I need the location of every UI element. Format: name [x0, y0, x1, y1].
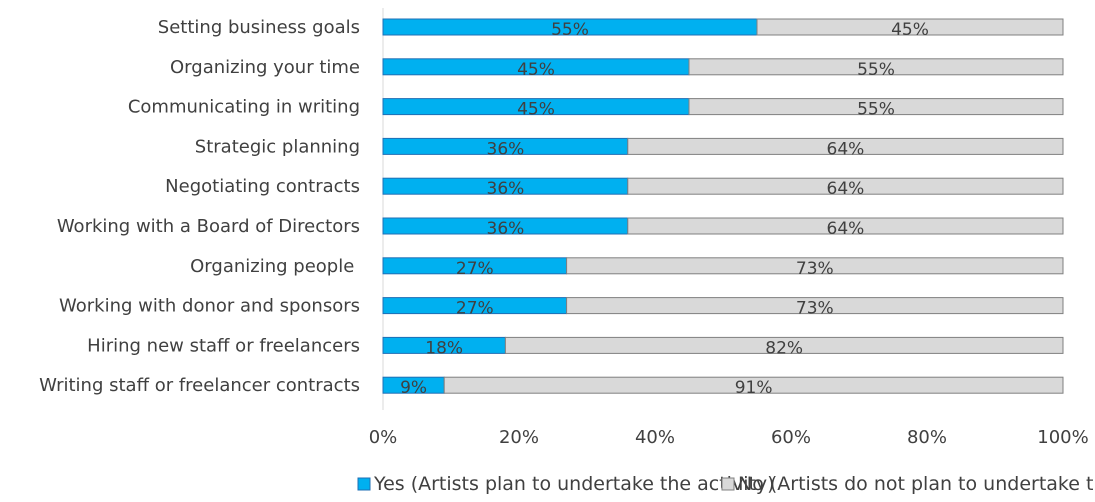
data-label-yes: 45%: [517, 100, 555, 120]
data-label-no: 64%: [827, 219, 865, 239]
x-tick-label: 80%: [907, 427, 947, 448]
category-label: Communicating in writing: [128, 97, 360, 118]
data-label-yes: 36%: [487, 219, 525, 239]
x-tick-label: 40%: [635, 427, 675, 448]
bar-segment-no: [566, 257, 1064, 275]
legend-swatch-no: [721, 477, 735, 491]
category-label: Hiring new staff or freelancers: [87, 335, 360, 356]
category-label: Working with a Board of Directors: [57, 216, 360, 237]
data-label-no: 64%: [827, 139, 865, 159]
category-label: Setting business goals: [158, 17, 360, 38]
data-label-no: 45%: [891, 20, 929, 40]
data-label-yes: 27%: [456, 259, 494, 279]
category-label: Writing staff or freelancer contracts: [39, 375, 360, 396]
data-label-no: 73%: [796, 259, 834, 279]
data-label-no: 64%: [827, 179, 865, 199]
x-tick-label: 100%: [1037, 427, 1088, 448]
data-label-yes: 36%: [487, 179, 525, 199]
data-label-no: 91%: [735, 378, 773, 398]
bar-segment-no: [688, 58, 1064, 76]
data-label-no: 55%: [857, 60, 895, 80]
category-label: Organizing people: [190, 256, 360, 277]
bar-segment-no: [627, 177, 1064, 195]
bars-group: 55% 45% 45% 55% 45% 55% 36% 64% 36% 64% 36% 64% 27% 7…: [382, 18, 1064, 398]
x-tick-label: 60%: [771, 427, 811, 448]
category-label: Working with donor and sponsors: [59, 296, 360, 317]
data-label-yes: 36%: [487, 139, 525, 159]
x-axis-ticks: 0% 20% 40% 60% 80% 100%: [369, 427, 1089, 448]
x-tick-label: 20%: [499, 427, 539, 448]
x-tick-label: 0%: [369, 427, 398, 448]
data-label-yes: 18%: [425, 338, 463, 358]
bar-segment-no: [756, 18, 1064, 36]
data-label-yes: 55%: [551, 20, 589, 40]
category-label: Negotiating contracts: [165, 176, 360, 197]
legend-label-yes: Yes (Artists plan to undertake the activ…: [373, 473, 775, 495]
bar-segment-no: [627, 137, 1064, 155]
bar-segment-no: [504, 336, 1064, 354]
legend-swatch-yes: [357, 477, 371, 491]
bar-segment-no: [688, 98, 1064, 116]
legend-label-no: No (Artists do not plan to undertake the…: [738, 473, 1095, 495]
data-label-no: 82%: [765, 338, 803, 358]
data-label-yes: 27%: [456, 299, 494, 319]
category-label: Strategic planning: [195, 136, 360, 157]
data-label-no: 73%: [796, 299, 834, 319]
data-label-yes: 45%: [517, 60, 555, 80]
bar-segment-no: [627, 217, 1064, 235]
category-label: Organizing your time: [170, 57, 360, 78]
bar-segment-no: [443, 376, 1064, 394]
bar-segment-no: [566, 297, 1064, 315]
category-labels: Setting business goals Organizing your ti…: [39, 17, 360, 396]
data-label-no: 55%: [857, 100, 895, 120]
legend: Yes (Artists plan to undertake the activ…: [357, 473, 1095, 495]
data-label-yes: 9%: [400, 378, 427, 398]
